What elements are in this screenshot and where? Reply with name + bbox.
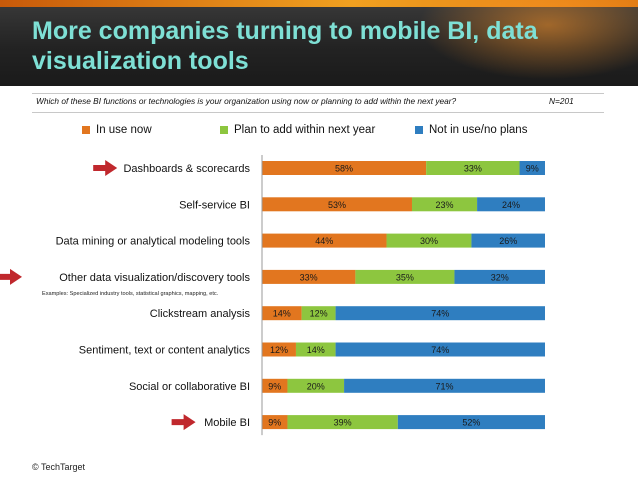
data-label: 52% <box>462 418 480 428</box>
legend-label-not-in-use: Not in use/no plans <box>429 124 528 136</box>
header-accent-strip <box>0 0 638 7</box>
legend-swatch-plan <box>220 126 228 134</box>
bar-segment <box>262 233 387 248</box>
bar-segment <box>301 306 336 321</box>
data-label: 12% <box>310 309 328 319</box>
bar-segment <box>335 342 545 357</box>
data-label: 53% <box>328 200 346 210</box>
bar-segment <box>262 306 302 321</box>
data-label: 32% <box>491 272 509 282</box>
question-box <box>32 93 604 113</box>
category-label: Self-service BI <box>179 199 250 211</box>
data-label: 71% <box>436 381 454 391</box>
legend-plan: Plan to add within next year <box>220 124 375 136</box>
legend-not-in-use: Not in use/no plans <box>415 124 527 136</box>
bar-segment <box>397 415 545 430</box>
data-label: 14% <box>307 345 325 355</box>
bar-segment <box>262 415 288 430</box>
legend-label-plan: Plan to add within next year <box>234 124 376 136</box>
bar-segment <box>519 161 545 175</box>
data-label: 14% <box>273 309 291 319</box>
data-label: 74% <box>431 309 449 319</box>
category-label: Social or collaborative BI <box>129 381 250 393</box>
category-label: Other data visualization/discovery tools <box>59 272 250 284</box>
bar-segment <box>262 269 356 284</box>
header-glow <box>418 0 638 80</box>
copyright-notice: © TechTarget <box>32 462 85 472</box>
legend-swatch-not-in-use <box>415 126 423 134</box>
data-label: 12% <box>270 345 288 355</box>
category-note: Examples: Specialized industry tools, st… <box>42 291 219 297</box>
data-label: 35% <box>396 272 414 282</box>
survey-question: Which of these BI functions or technolog… <box>36 96 457 106</box>
data-label: 24% <box>502 200 520 210</box>
sample-size: N=201 <box>549 96 574 106</box>
data-label: 33% <box>300 272 318 282</box>
data-label: 30% <box>420 236 438 246</box>
data-label: 20% <box>307 381 325 391</box>
bar-segment <box>262 197 412 212</box>
bar-segment <box>262 378 288 393</box>
bar-segment <box>355 269 455 284</box>
category-label: Sentiment, text or content analytics <box>79 345 251 357</box>
data-label: 39% <box>334 418 352 428</box>
bar-segment <box>344 378 545 393</box>
data-label: 9% <box>526 164 539 174</box>
legend-swatch-in-use <box>82 126 90 134</box>
data-label: 33% <box>464 164 482 174</box>
bar-segment <box>262 342 296 357</box>
data-label: 26% <box>499 236 517 246</box>
bar-segment <box>477 197 545 212</box>
category-label: Dashboards & scorecards <box>123 163 250 175</box>
bar-segment <box>386 233 472 248</box>
data-label: 44% <box>315 236 333 246</box>
header-banner: More companies turning to mobile BI, dat… <box>0 0 638 86</box>
category-label: Data mining or analytical modeling tools <box>56 236 251 248</box>
data-label: 58% <box>335 164 353 174</box>
page-title: More companies turning to mobile BI, dat… <box>32 17 538 75</box>
data-label: 9% <box>268 418 281 428</box>
highlight-arrow-icon <box>171 414 196 431</box>
bar-segment <box>411 197 478 212</box>
bar-segment <box>287 378 345 393</box>
legend-in-use: In use now <box>82 124 152 136</box>
bar-segment <box>262 161 427 175</box>
bar-segment <box>454 269 545 284</box>
legend-label-in-use: In use now <box>96 124 152 136</box>
highlight-arrow-icon <box>0 268 22 285</box>
bar-segment <box>335 306 545 321</box>
category-label: Mobile BI <box>204 417 250 429</box>
data-label: 74% <box>431 345 449 355</box>
data-label: 9% <box>268 381 281 391</box>
bar-segment <box>471 233 545 248</box>
highlight-arrow-icon <box>93 160 118 176</box>
bar-segment <box>295 342 336 357</box>
bar-segment <box>426 161 520 175</box>
bar-segment <box>287 415 398 430</box>
data-label: 23% <box>436 200 454 210</box>
category-label: Clickstream analysis <box>150 308 251 320</box>
